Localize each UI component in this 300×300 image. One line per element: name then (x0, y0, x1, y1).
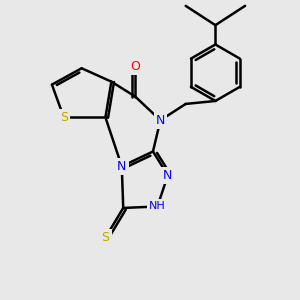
Text: N: N (117, 160, 127, 173)
Text: S: S (60, 111, 68, 124)
Text: O: O (130, 60, 140, 73)
Text: N: N (163, 169, 172, 182)
Text: S: S (101, 231, 110, 244)
Text: NH: NH (149, 202, 166, 212)
Text: N: N (156, 114, 165, 127)
